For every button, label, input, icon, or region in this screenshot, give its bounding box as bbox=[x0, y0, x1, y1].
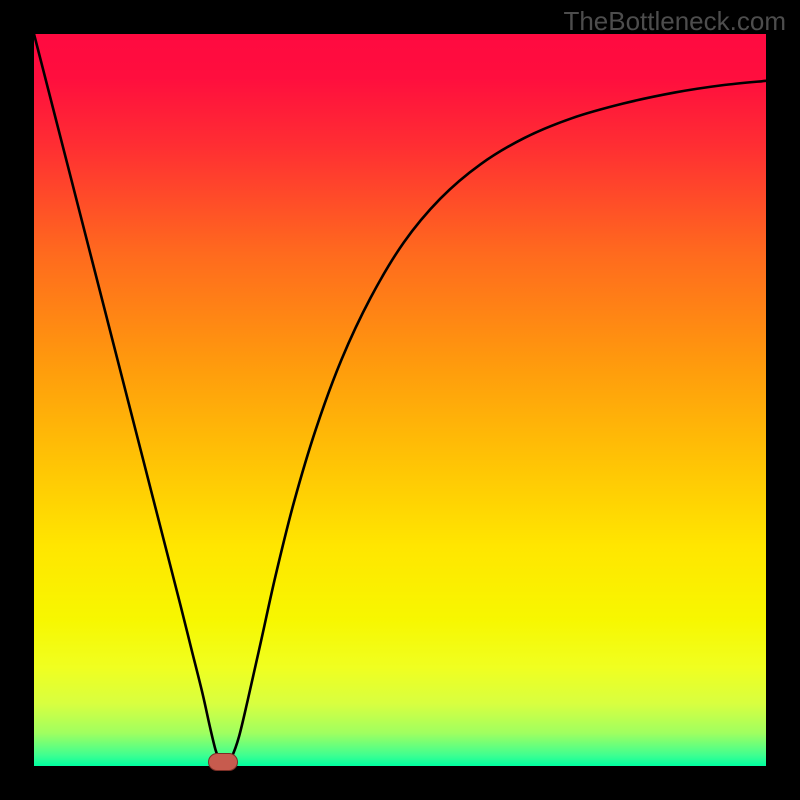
bottleneck-chart: TheBottleneck.com bbox=[0, 0, 800, 800]
optimum-marker bbox=[208, 753, 238, 771]
plot-area bbox=[34, 34, 766, 766]
watermark-text: TheBottleneck.com bbox=[563, 6, 786, 37]
curve-layer bbox=[34, 34, 766, 766]
bottleneck-curve bbox=[34, 34, 766, 766]
